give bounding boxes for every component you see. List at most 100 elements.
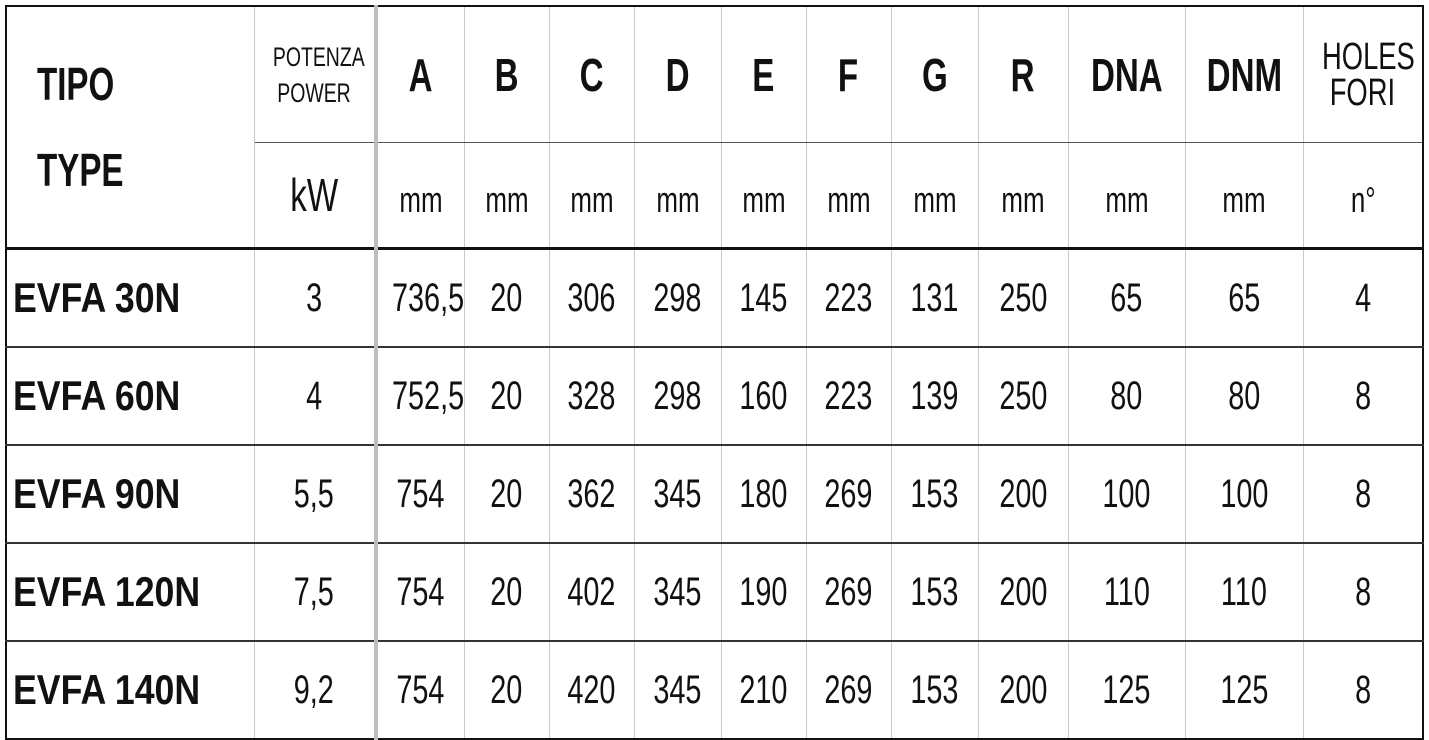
value-cell-c-text: 328 — [567, 373, 616, 418]
value-cell-e-text: 210 — [739, 667, 788, 712]
value-cell-dna-text: 110 — [1103, 569, 1150, 614]
column-unit-c: mm — [548, 142, 635, 250]
value-cell-b-text: 20 — [490, 471, 523, 516]
holes-cell: 8 — [1302, 641, 1424, 739]
column-unit-g: mm — [890, 142, 979, 250]
tipo-label: TIPO — [37, 58, 115, 110]
power-cell-text: 3 — [306, 275, 323, 320]
type-cell-text: EVFA 60N — [13, 372, 181, 419]
type-cell: EVFA 30N — [5, 248, 255, 348]
value-cell-c: 420 — [548, 641, 635, 739]
value-cell-c: 362 — [548, 445, 635, 544]
value-cell-g: 153 — [890, 445, 979, 544]
value-cell-g: 131 — [890, 248, 979, 348]
holes-cell: 8 — [1302, 445, 1424, 544]
column-header-r: R — [977, 6, 1069, 143]
power-header: POTENZA POWER — [253, 6, 378, 143]
value-cell-dna-text: 100 — [1102, 471, 1151, 516]
value-cell-c: 402 — [548, 543, 635, 642]
column-header-b: B — [463, 6, 550, 143]
type-cell-text: EVFA 30N — [13, 274, 181, 321]
type-cell: EVFA 140N — [5, 641, 255, 739]
value-cell-r-text: 250 — [998, 373, 1048, 418]
holes-cell-text: 8 — [1354, 569, 1371, 614]
power-cell-text: 4 — [306, 373, 323, 418]
value-cell-g: 153 — [890, 641, 979, 739]
value-cell-a-text: 752,5 — [392, 373, 465, 418]
column-unit-r: mm — [977, 142, 1069, 250]
value-cell-e: 210 — [720, 641, 807, 739]
value-cell-e: 145 — [720, 248, 807, 348]
value-cell-g-text: 153 — [910, 471, 959, 516]
type-header: TIPO TYPE — [5, 6, 255, 250]
value-cell-dna-text: 80 — [1110, 373, 1143, 418]
table-row: EVFA 30N 3 736,5 20 306 298 145 223 131 250 65 65 4 — [5, 248, 1424, 348]
value-cell-f-text: 269 — [824, 569, 873, 614]
power-label: POWER — [277, 77, 351, 108]
type-cell-text: EVFA 120N — [13, 568, 201, 615]
value-cell-r: 250 — [977, 347, 1069, 446]
power-cell: 9,2 — [253, 641, 378, 739]
type-cell-text: EVFA 90N — [13, 470, 181, 517]
power-cell-text: 7,5 — [294, 569, 335, 614]
value-cell-d-text: 298 — [653, 275, 702, 320]
value-cell-f-text: 269 — [824, 471, 873, 516]
value-cell-dnm: 110 — [1184, 543, 1304, 642]
value-cell-dna: 80 — [1067, 347, 1186, 446]
holes-unit: n° — [1302, 142, 1424, 250]
holes-label: HOLES — [1321, 35, 1415, 78]
column-header-dnm-text: DNM — [1206, 48, 1282, 101]
value-cell-d: 298 — [633, 347, 722, 446]
value-cell-g: 139 — [890, 347, 979, 446]
holes-cell-text: 4 — [1354, 275, 1371, 320]
power-cell: 7,5 — [253, 543, 378, 642]
value-cell-dnm-text: 65 — [1227, 275, 1261, 320]
value-cell-e-text: 160 — [739, 373, 788, 418]
value-cell-b: 20 — [463, 347, 550, 446]
value-cell-r-text: 200 — [998, 471, 1048, 516]
value-cell-b-text: 20 — [490, 569, 523, 614]
value-cell-a-text: 754 — [396, 471, 445, 516]
dimensions-table: TIPO TYPE POTENZA POWER A B C D E F G R DNA DNM HO… — [5, 5, 1424, 740]
column-header-d-text: D — [665, 48, 690, 101]
value-cell-b: 20 — [463, 641, 550, 739]
power-unit: kW — [253, 142, 378, 250]
column-header-g: G — [890, 6, 979, 143]
holes-cell-text: 8 — [1354, 667, 1371, 712]
value-cell-dna: 110 — [1067, 543, 1186, 642]
column-header-f: F — [805, 6, 892, 143]
column-header-dna-text: DNA — [1090, 48, 1163, 101]
column-unit-r-text: mm — [1001, 179, 1045, 220]
value-cell-dnm-text: 100 — [1219, 471, 1269, 516]
value-cell-dnm: 65 — [1184, 248, 1304, 348]
holes-cell-text: 8 — [1354, 373, 1371, 418]
value-cell-a: 754 — [375, 445, 465, 544]
value-cell-f: 223 — [805, 248, 892, 348]
value-cell-f-text: 223 — [824, 275, 873, 320]
power-cell: 4 — [253, 347, 378, 446]
value-cell-d: 345 — [633, 543, 722, 642]
value-cell-c-text: 306 — [567, 275, 616, 320]
column-unit-e: mm — [720, 142, 807, 250]
table-row: EVFA 120N 7,5 754 20 402 345 190 269 153 200 110 11… — [5, 543, 1424, 642]
column-header-e: E — [720, 6, 807, 143]
value-cell-g-text: 153 — [910, 569, 959, 614]
value-cell-r: 250 — [977, 248, 1069, 348]
value-cell-dnm-text: 125 — [1219, 667, 1269, 712]
value-cell-g: 153 — [890, 543, 979, 642]
type-cell: EVFA 120N — [5, 543, 255, 642]
value-cell-a: 754 — [375, 641, 465, 739]
table-row: EVFA 140N 9,2 754 20 420 345 210 269 153 200 125 12… — [5, 641, 1424, 739]
column-header-c: C — [548, 6, 635, 143]
value-cell-b-text: 20 — [490, 275, 523, 320]
column-header-g-text: G — [921, 48, 948, 101]
value-cell-dna-text: 125 — [1102, 667, 1151, 712]
column-header-b-text: B — [494, 48, 519, 101]
value-cell-b-text: 20 — [490, 667, 523, 712]
power-cell-text: 9,2 — [294, 667, 335, 712]
value-cell-dna: 65 — [1067, 248, 1186, 348]
potenza-label: POTENZA — [272, 41, 365, 72]
column-unit-f: mm — [805, 142, 892, 250]
value-cell-d: 345 — [633, 641, 722, 739]
value-cell-d-text: 298 — [653, 373, 702, 418]
